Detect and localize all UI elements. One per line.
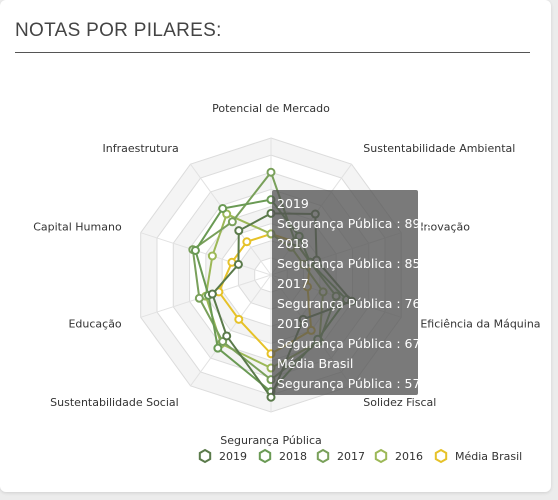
- data-point: [218, 203, 228, 213]
- data-point: [207, 251, 217, 261]
- axis-label: Eficiência da Máquina: [420, 318, 540, 331]
- axis-label: Educação: [68, 318, 121, 331]
- data-point: [207, 289, 217, 299]
- tooltip-value: Segurança Pública : 89.2: [277, 216, 432, 231]
- tooltip-year: 2019: [277, 196, 309, 211]
- legend-label: 2019: [219, 450, 247, 463]
- data-point: [190, 245, 200, 255]
- axis-labels: Potencial de Mercado Sustentabilidade Amb…: [33, 102, 540, 447]
- section-title: NOTAS POR PILARES:: [15, 20, 222, 41]
- legend-item[interactable]: 2016: [374, 448, 423, 464]
- data-point: [234, 226, 244, 236]
- legend-marker: [374, 448, 388, 464]
- tooltip-value: Segurança Pública : 76.4: [277, 296, 432, 311]
- axis-label: Segurança Pública: [220, 434, 322, 447]
- tooltip-box: [272, 190, 418, 395]
- legend-item[interactable]: Média Brasil: [434, 448, 522, 464]
- grid-spoke: [190, 274, 272, 387]
- axis-label: Inovação: [420, 220, 470, 233]
- tooltip-year: 2017: [277, 276, 309, 291]
- axis-label: Sustentabilidade Ambiental: [363, 142, 515, 155]
- legend-label: Média Brasil: [455, 450, 522, 463]
- axis-label: Infraestrutura: [102, 142, 178, 155]
- axis-label: Capital Humano: [33, 220, 122, 233]
- grid-spoke: [140, 232, 272, 276]
- tooltip-year: 2018: [277, 236, 309, 251]
- data-point: [242, 237, 252, 247]
- legend-label: 2017: [337, 450, 365, 463]
- data-point: [234, 314, 244, 324]
- axis-label: Potencial de Mercado: [212, 102, 330, 115]
- title-divider: [15, 52, 530, 53]
- tooltip-value: Segurança Pública : 57.5: [277, 376, 432, 391]
- tooltip: 2019 Segurança Pública : 89.2 2018 Seguranç…: [272, 190, 432, 395]
- legend: 2019 2018 2017 2016 Média Brasil: [198, 448, 522, 464]
- data-point: [266, 392, 276, 402]
- data-point: [222, 331, 232, 341]
- legend-label: 2018: [279, 450, 307, 463]
- data-point: [213, 343, 223, 353]
- pillars-card: NOTAS POR PILARES: Potencial de Mercado S…: [0, 0, 551, 492]
- legend-marker: [316, 448, 330, 464]
- tooltip-value: Segurança Pública : 85.1: [277, 256, 432, 271]
- axis-label: Sustentabilidade Social: [50, 396, 179, 409]
- data-point: [194, 293, 204, 303]
- tooltip-value: Segurança Pública : 67.9: [277, 336, 432, 351]
- tooltip-year: 2016: [277, 316, 309, 331]
- data-point: [233, 259, 243, 269]
- legend-marker: [434, 448, 448, 464]
- legend-marker: [198, 448, 212, 464]
- data-point: [227, 217, 237, 227]
- axis-label: Solidez Fiscal: [363, 396, 436, 409]
- tooltip-year: Média Brasil: [277, 356, 353, 371]
- legend-item[interactable]: 2018: [258, 448, 307, 464]
- radar-chart[interactable]: Potencial de Mercado Sustentabilidade Amb…: [0, 0, 551, 492]
- legend-item[interactable]: 2019: [198, 448, 247, 464]
- data-point: [266, 167, 276, 177]
- legend-item[interactable]: 2017: [316, 448, 365, 464]
- legend-label: 2016: [395, 450, 423, 463]
- legend-marker: [258, 448, 272, 464]
